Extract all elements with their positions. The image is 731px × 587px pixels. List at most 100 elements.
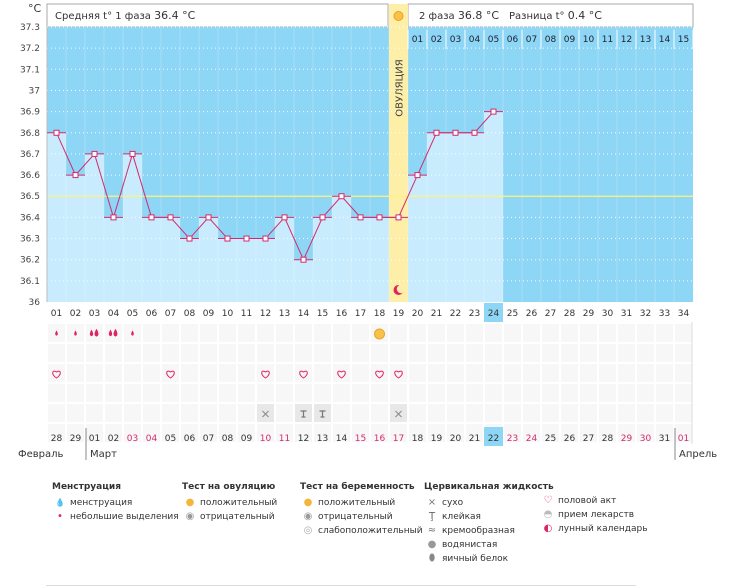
- y-tick-label: 36.7: [20, 150, 40, 160]
- marker-cell: [257, 324, 274, 342]
- heart-icon: [375, 370, 384, 379]
- marker-cell: [542, 324, 559, 342]
- legend-item: × сухо: [424, 496, 554, 510]
- current-day-highlight: [484, 303, 503, 322]
- date-label: 28: [51, 434, 63, 444]
- legend-item: ♡ половой акт: [540, 494, 648, 508]
- marker-cell-filled: [390, 404, 407, 422]
- marker-cell: [276, 344, 293, 362]
- y-axis-ticks: 36 36.1 36.2 36.3 36.4 36.5 36.6 36.7 36.8 36.9 37…: [20, 23, 40, 308]
- marker-cell: [428, 344, 445, 362]
- marker-cell: [257, 364, 274, 382]
- temperature-polyline: [56, 111, 494, 261]
- marker-cell: [238, 424, 255, 442]
- phase1-label: Средняя t° 1 фаза: [55, 11, 151, 22]
- marker-cell: [162, 404, 179, 422]
- marker-cell: [371, 424, 388, 442]
- heart-icon: [52, 370, 61, 379]
- legend-item: ◐ лунный календарь: [540, 522, 648, 536]
- marker-cell: [105, 324, 122, 342]
- pill-icon: ◓: [543, 509, 553, 520]
- temp-point: [357, 214, 364, 221]
- date-label: 01: [678, 434, 689, 444]
- marker-cell: [447, 404, 464, 422]
- marker-cell: [466, 364, 483, 382]
- temp-point: [186, 235, 193, 242]
- marker-cell: [314, 364, 331, 382]
- marker-cell: [409, 404, 426, 422]
- marker-cell: [124, 404, 141, 422]
- legend-item-label: отрицательный: [318, 512, 393, 522]
- cycle-day-label: 11: [241, 309, 252, 319]
- heart-icon: [337, 370, 346, 379]
- legend-item-label: сухо: [442, 498, 464, 508]
- cycle-day-label: 08: [184, 309, 196, 319]
- marker-rows: [48, 322, 693, 444]
- marker-cell: [618, 424, 635, 442]
- marker-cell: [86, 364, 103, 382]
- marker-cell: [485, 324, 502, 342]
- marker-cell: [67, 384, 84, 402]
- phase2-average: 2 фаза 36.8 °C: [419, 9, 499, 22]
- temp-point: [490, 108, 497, 115]
- temp-point: [243, 235, 250, 242]
- date-label: 27: [583, 434, 594, 444]
- marker-cell: [409, 384, 426, 402]
- marker-cell: [542, 424, 559, 442]
- marker-cell: [105, 424, 122, 442]
- date-label: 03: [127, 434, 138, 444]
- marker-cell: [447, 424, 464, 442]
- legend-item: ◓ прием лекарств: [540, 508, 648, 522]
- luteal-day-label: 05: [488, 35, 499, 45]
- creamy-icon: ≈: [427, 525, 437, 536]
- y-tick-label: 37.1: [20, 65, 40, 75]
- marker-cell: [561, 324, 578, 342]
- temp-point: [53, 129, 60, 136]
- marker-cell: [599, 384, 616, 402]
- marker-cell: [181, 344, 198, 362]
- marker-cell: [276, 384, 293, 402]
- legend-item-label: яичный белок: [442, 554, 509, 564]
- marker-cell: [371, 404, 388, 422]
- temp-point: [300, 256, 307, 263]
- y-tick-label: 36.9: [20, 108, 40, 118]
- heart-icon: [299, 370, 308, 379]
- cycle-day-label: 06: [146, 309, 158, 319]
- temp-bar: [484, 111, 503, 302]
- luteal-day-label: 13: [640, 35, 651, 45]
- sun-icon: [393, 11, 404, 21]
- y-tick-label: 36.8: [20, 129, 40, 139]
- marker-cell: [656, 344, 673, 362]
- temp-point: [224, 235, 231, 242]
- marker-cell: [333, 404, 350, 422]
- cycle-day-label: 33: [659, 309, 670, 319]
- diff-label: Разница t°: [509, 11, 565, 22]
- negative-icon: ◉: [303, 511, 313, 522]
- marker-cell: [200, 364, 217, 382]
- temp-point: [205, 214, 212, 221]
- cycle-day-label: 17: [355, 309, 366, 319]
- drop-icon: [55, 330, 58, 336]
- phase1-value: 36.4 °C: [154, 9, 196, 22]
- marker-cell: [561, 404, 578, 422]
- cycle-day-label: 29: [583, 309, 595, 319]
- marker-cell: [656, 424, 673, 442]
- temp-bar: [218, 238, 237, 302]
- dry-icon: [262, 410, 269, 418]
- marker-cell: [181, 404, 198, 422]
- marker-cell: [238, 344, 255, 362]
- marker-cell: [352, 384, 369, 402]
- marker-cell: [238, 364, 255, 382]
- cycle-day-label: 05: [127, 309, 138, 319]
- temp-point: [395, 214, 402, 221]
- marker-cell: [485, 384, 502, 402]
- marker-cell: [390, 384, 407, 402]
- marker-cell: [466, 404, 483, 422]
- temp-point: [376, 214, 383, 221]
- marker-cell: [257, 424, 274, 442]
- date-label: 23: [507, 434, 518, 444]
- marker-cell: [656, 364, 673, 382]
- luteal-day-label: 07: [526, 35, 537, 45]
- temp-point: [129, 150, 136, 157]
- temp-point: [148, 214, 155, 221]
